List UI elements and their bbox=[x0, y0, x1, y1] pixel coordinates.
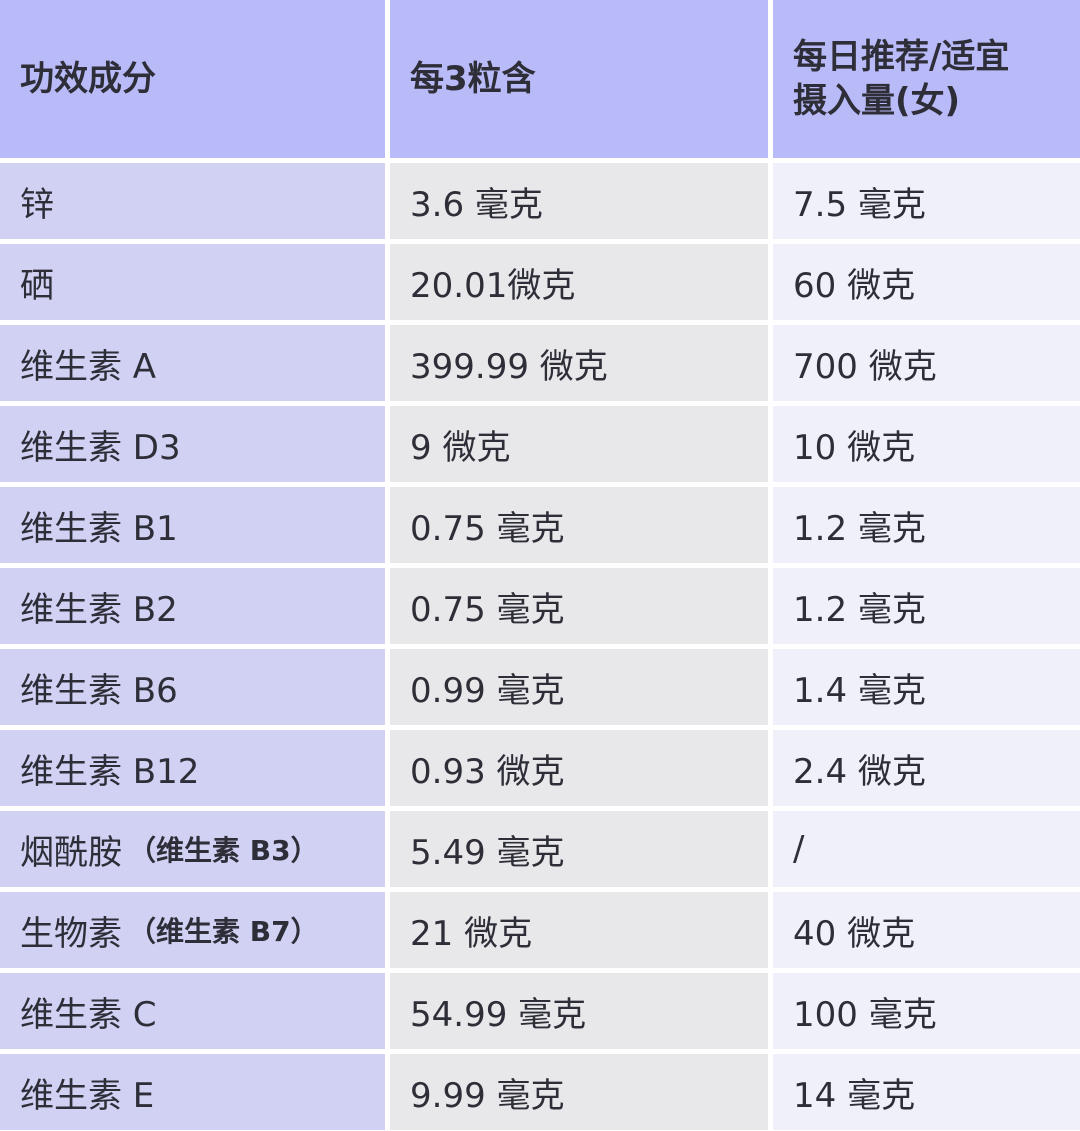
ingredient-cell: 维生素 D3 bbox=[0, 406, 385, 482]
daily-intake-cell: 1.2 毫克 bbox=[773, 487, 1080, 563]
daily-intake-cell: / bbox=[773, 811, 1080, 887]
ingredient-name: 维生素 B1 bbox=[20, 508, 178, 549]
per-3-capsules-cell: 9.99 毫克 bbox=[390, 1054, 768, 1130]
per-3-capsules-cell: 54.99 毫克 bbox=[390, 973, 768, 1049]
per-3-capsules-cell: 3.6 毫克 bbox=[390, 163, 768, 239]
per-3-capsules-cell: 0.93 微克 bbox=[390, 730, 768, 806]
ingredient-name: 锌 bbox=[20, 184, 54, 225]
ingredient-note: （维生素 B7） bbox=[128, 915, 319, 948]
ingredient-cell: 生物素 （维生素 B7） bbox=[0, 892, 385, 968]
header-daily-intake-line2: 摄入量(女) bbox=[793, 81, 961, 121]
ingredient-cell: 烟酰胺 （维生素 B3） bbox=[0, 811, 385, 887]
daily-intake-cell: 2.4 微克 bbox=[773, 730, 1080, 806]
per-3-capsules-cell: 0.75 毫克 bbox=[390, 568, 768, 644]
ingredient-cell: 维生素 E bbox=[0, 1054, 385, 1130]
ingredient-cell: 锌 bbox=[0, 163, 385, 239]
per-3-capsules-cell: 20.01微克 bbox=[390, 244, 768, 320]
ingredient-cell: 维生素 B6 bbox=[0, 649, 385, 725]
ingredient-cell: 维生素 C bbox=[0, 973, 385, 1049]
daily-intake-cell: 10 微克 bbox=[773, 406, 1080, 482]
ingredient-cell: 硒 bbox=[0, 244, 385, 320]
ingredient-cell: 维生素 B12 bbox=[0, 730, 385, 806]
per-3-capsules-cell: 0.75 毫克 bbox=[390, 487, 768, 563]
ingredient-name: 维生素 B6 bbox=[20, 670, 178, 711]
ingredient-cell: 维生素 B1 bbox=[0, 487, 385, 563]
per-3-capsules-cell: 9 微克 bbox=[390, 406, 768, 482]
ingredient-name: 维生素 B12 bbox=[20, 751, 200, 792]
ingredient-name: 生物素 bbox=[20, 913, 122, 954]
ingredient-name: 维生素 C bbox=[20, 994, 157, 1035]
daily-intake-cell: 14 毫克 bbox=[773, 1054, 1080, 1130]
header-per-3-capsules: 每3粒含 bbox=[390, 0, 768, 158]
daily-intake-cell: 60 微克 bbox=[773, 244, 1080, 320]
daily-intake-cell: 100 毫克 bbox=[773, 973, 1080, 1049]
ingredient-name: 维生素 B2 bbox=[20, 589, 178, 630]
daily-intake-cell: 1.2 毫克 bbox=[773, 568, 1080, 644]
daily-intake-cell: 40 微克 bbox=[773, 892, 1080, 968]
per-3-capsules-cell: 5.49 毫克 bbox=[390, 811, 768, 887]
ingredient-cell: 维生素 B2 bbox=[0, 568, 385, 644]
per-3-capsules-cell: 21 微克 bbox=[390, 892, 768, 968]
ingredient-note: （维生素 B3） bbox=[128, 834, 319, 867]
daily-intake-cell: 700 微克 bbox=[773, 325, 1080, 401]
header-daily-intake-line1: 每日推荐/适宜 bbox=[793, 37, 1010, 77]
ingredient-name: 硒 bbox=[20, 265, 54, 306]
daily-intake-cell: 1.4 毫克 bbox=[773, 649, 1080, 725]
daily-intake-cell: 7.5 毫克 bbox=[773, 163, 1080, 239]
ingredient-name: 维生素 A bbox=[20, 346, 157, 387]
ingredient-name: 维生素 E bbox=[20, 1075, 155, 1116]
ingredient-name: 烟酰胺 bbox=[20, 832, 122, 873]
header-daily-intake: 每日推荐/适宜 摄入量(女) bbox=[773, 0, 1080, 158]
header-ingredient: 功效成分 bbox=[0, 0, 385, 158]
per-3-capsules-cell: 0.99 毫克 bbox=[390, 649, 768, 725]
ingredient-cell: 维生素 A bbox=[0, 325, 385, 401]
ingredient-name: 维生素 D3 bbox=[20, 427, 181, 468]
per-3-capsules-cell: 399.99 微克 bbox=[390, 325, 768, 401]
